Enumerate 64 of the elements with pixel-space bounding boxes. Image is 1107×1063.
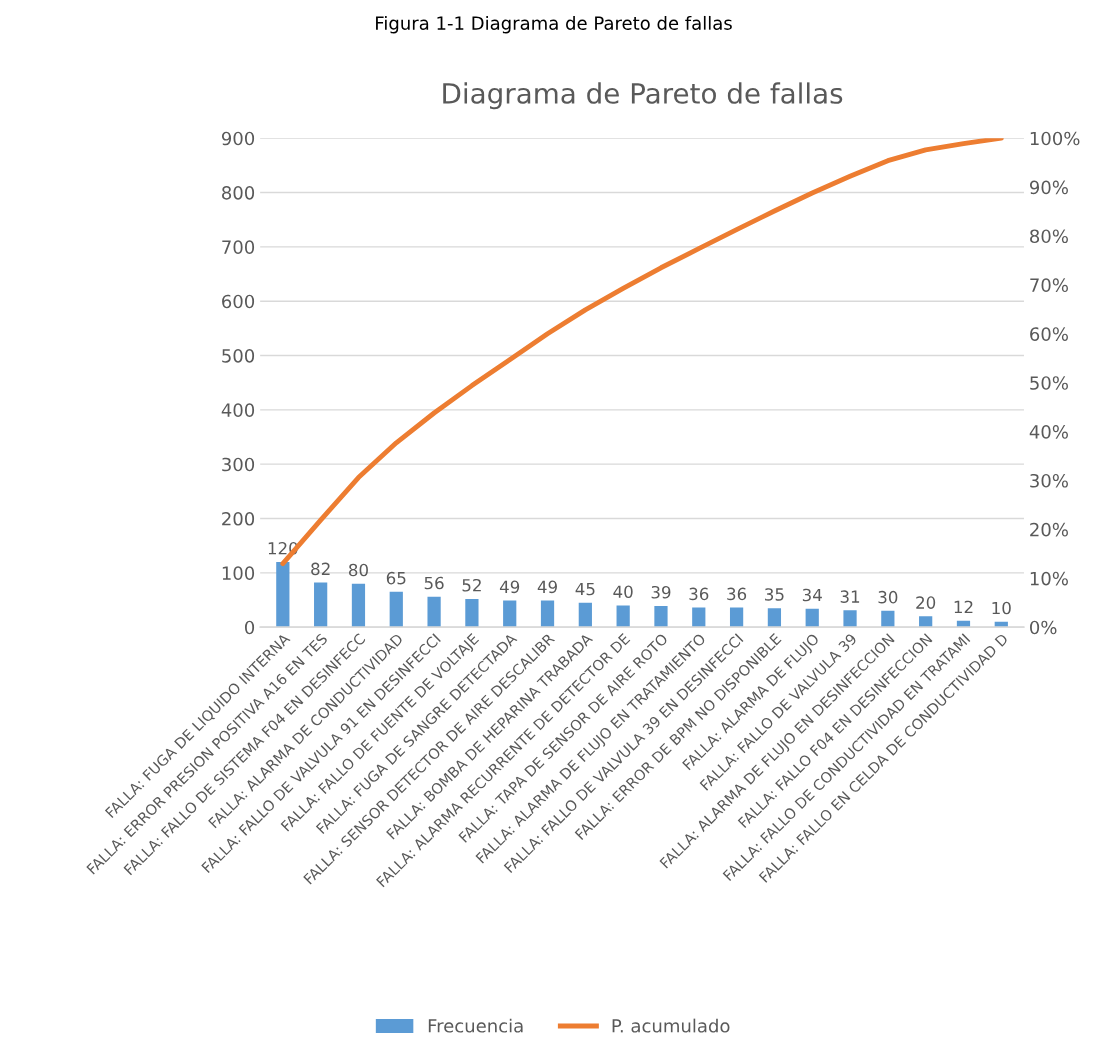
data-label: 12 bbox=[954, 600, 973, 614]
bar bbox=[956, 620, 971, 628]
legend-label: P. acumulado bbox=[612, 1018, 730, 1033]
bar bbox=[351, 583, 366, 628]
data-label: 40 bbox=[613, 585, 633, 599]
bar bbox=[465, 598, 479, 628]
text: Figura 1-1 Diagrama de Pareto de fallas bbox=[376, 15, 732, 34]
y2-tick-label: 100% bbox=[1030, 131, 1080, 146]
data-label: 34 bbox=[802, 588, 822, 602]
data-label: 36 bbox=[689, 587, 709, 601]
data-label: 30 bbox=[878, 590, 898, 604]
chart-title: Diagrama de Pareto de fallas bbox=[443, 82, 843, 110]
bar bbox=[767, 608, 782, 628]
y-tick-label: 0 bbox=[244, 620, 255, 635]
legend-label: Frecuencia bbox=[428, 1018, 523, 1033]
y2-tick-label: 30% bbox=[1030, 473, 1068, 488]
data-label: 20 bbox=[916, 596, 936, 609]
y-tick-label: 400 bbox=[221, 403, 255, 417]
bar bbox=[616, 605, 630, 628]
data-label: 39 bbox=[651, 585, 671, 599]
y2-tick-label: 20% bbox=[1030, 522, 1068, 537]
bar bbox=[314, 582, 328, 628]
bar bbox=[503, 600, 517, 628]
y2-tick-label: 50% bbox=[1030, 376, 1068, 390]
y2-tick-label: 90% bbox=[1029, 180, 1068, 195]
bar bbox=[427, 596, 441, 628]
bar bbox=[276, 561, 290, 628]
bar bbox=[729, 607, 744, 628]
bar bbox=[881, 610, 895, 628]
data-label: 10 bbox=[992, 601, 1011, 615]
bar bbox=[994, 621, 1008, 628]
y-tick-label: 300 bbox=[222, 457, 255, 472]
data-label: 45 bbox=[575, 582, 595, 596]
data-label: 82 bbox=[311, 562, 330, 576]
data-label: 56 bbox=[424, 576, 444, 590]
y2-tick-label: 40% bbox=[1029, 425, 1068, 439]
data-label: 65 bbox=[386, 571, 406, 585]
bar bbox=[843, 610, 857, 628]
y2-tick-label: 10% bbox=[1030, 571, 1068, 586]
data-label: 80 bbox=[348, 563, 368, 577]
bar bbox=[540, 600, 555, 628]
y2-tick-label: 0% bbox=[1030, 620, 1057, 635]
data-label: 35 bbox=[765, 588, 784, 601]
y-tick-label: 800 bbox=[222, 185, 255, 200]
y-tick-label: 700 bbox=[222, 240, 255, 254]
data-label: 36 bbox=[727, 587, 747, 601]
y2-tick-label: 80% bbox=[1030, 229, 1068, 244]
y2-tick-label: 70% bbox=[1030, 278, 1068, 292]
bar bbox=[805, 608, 819, 628]
y-tick-label: 600 bbox=[222, 294, 255, 309]
bar bbox=[692, 607, 706, 628]
bar bbox=[389, 591, 403, 628]
y2-tick-label: 60% bbox=[1030, 327, 1068, 341]
y-tick-label: 100 bbox=[222, 566, 255, 580]
y-tick-label: 200 bbox=[222, 511, 255, 526]
bar bbox=[654, 605, 668, 628]
data-label: 49 bbox=[499, 580, 520, 594]
y-tick-label: 500 bbox=[222, 348, 255, 363]
bar bbox=[578, 602, 592, 628]
data-label: 49 bbox=[537, 580, 557, 594]
data-label: 52 bbox=[462, 578, 481, 592]
bar bbox=[919, 616, 933, 628]
y-tick-label: 900 bbox=[221, 131, 255, 146]
data-label: 31 bbox=[840, 590, 860, 603]
